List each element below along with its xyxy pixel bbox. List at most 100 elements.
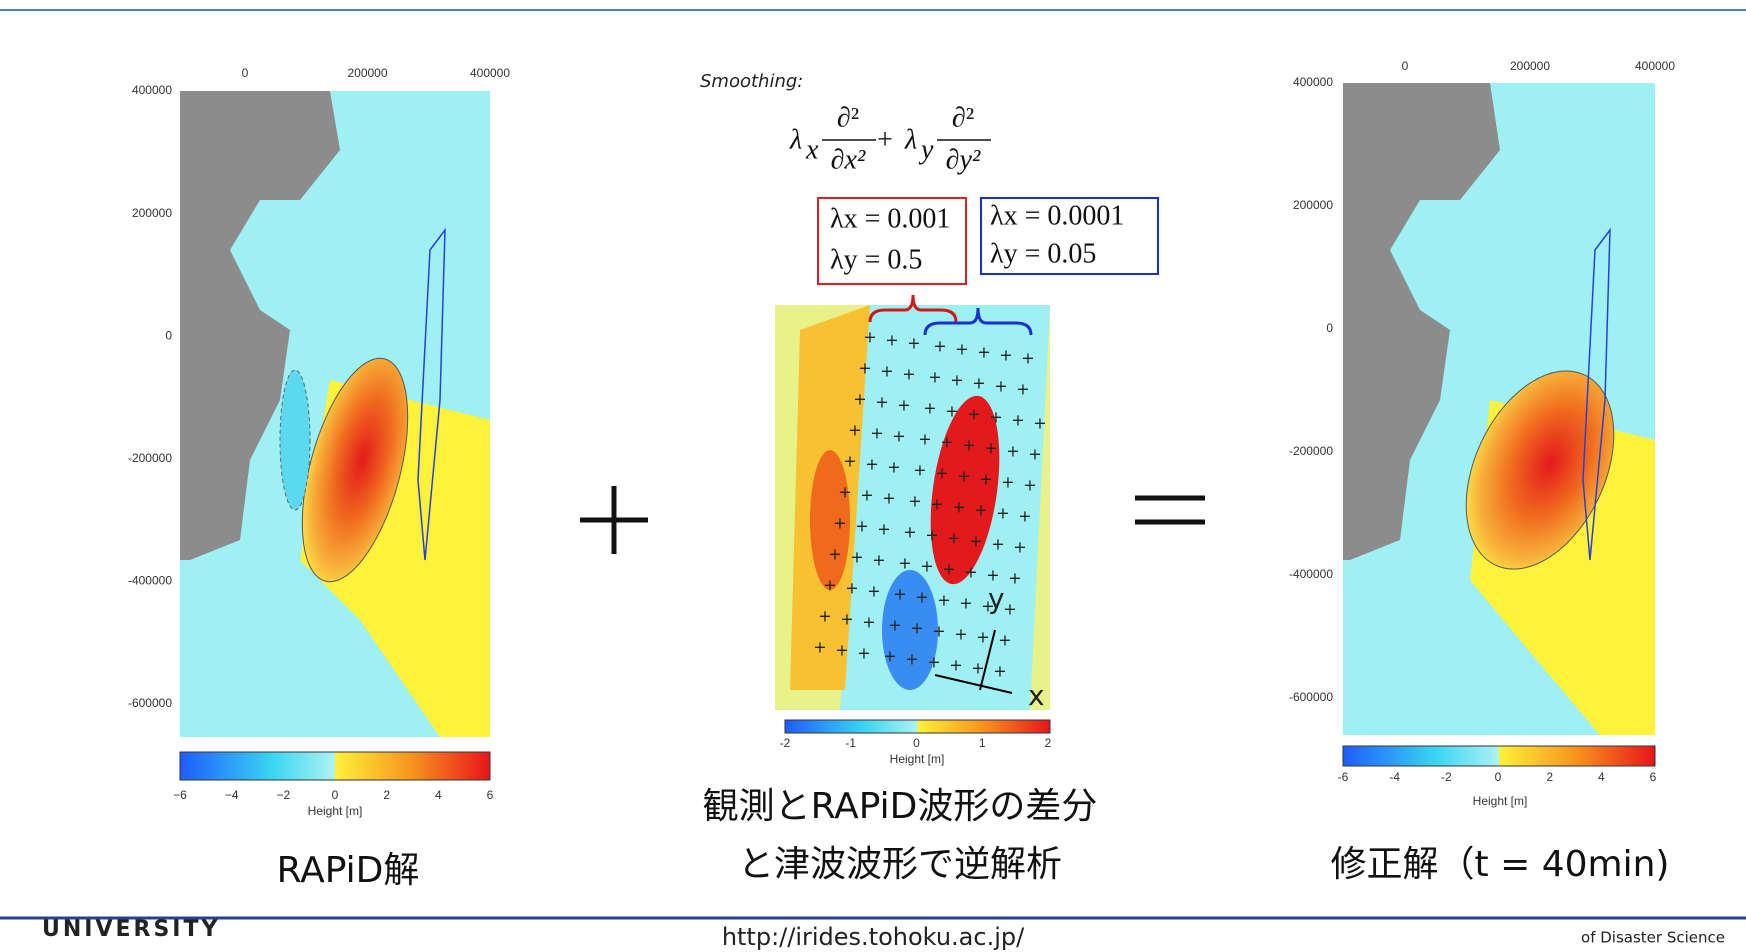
colorbar-label: Height [m] xyxy=(890,752,945,766)
footer-left: UNIVERSITY xyxy=(42,917,220,942)
cross: + xyxy=(994,377,1007,396)
cross: + xyxy=(971,659,984,678)
cross: + xyxy=(862,613,875,632)
cross: + xyxy=(1021,349,1034,368)
num: ∂² xyxy=(837,102,859,133)
cross: + xyxy=(952,498,965,517)
caption: RAPiD解 xyxy=(277,850,420,891)
cross: + xyxy=(964,563,977,582)
cross: + xyxy=(962,436,975,455)
x-ticks: 400000 xyxy=(470,66,510,80)
colorbar-ticks: 0 xyxy=(1495,770,1502,784)
cross: + xyxy=(865,455,878,474)
cross: + xyxy=(855,517,868,536)
cross: + xyxy=(977,343,990,362)
cross: + xyxy=(908,492,921,511)
cross: + xyxy=(870,424,883,443)
cross: + xyxy=(863,328,876,347)
y-ticks: -200000 xyxy=(1289,444,1333,458)
cross: + xyxy=(955,340,968,359)
colorbar-ticks: 6 xyxy=(487,788,494,802)
cross: + xyxy=(888,616,901,635)
cross: + xyxy=(989,408,1002,427)
cross: + xyxy=(957,467,970,486)
cross: + xyxy=(984,439,997,458)
y-ticks: 200000 xyxy=(132,206,172,220)
cross: + xyxy=(897,396,910,415)
colorbar-ticks: 1 xyxy=(979,736,986,750)
cross: + xyxy=(843,452,856,471)
den: ∂x² xyxy=(831,144,866,175)
y-ticks: 0 xyxy=(1326,321,1333,335)
x-ticks: 0 xyxy=(242,66,249,80)
cross: + xyxy=(945,402,958,421)
x-ticks: 200000 xyxy=(347,66,387,80)
cross: + xyxy=(1013,538,1026,557)
cross: + xyxy=(974,501,987,520)
cross: + xyxy=(949,656,962,675)
cross: + xyxy=(1028,445,1041,464)
left-map xyxy=(180,91,490,737)
colorbar-ticks: 0 xyxy=(913,736,920,750)
sub: x xyxy=(805,134,819,165)
cross: + xyxy=(907,334,920,353)
right-map xyxy=(1343,83,1655,735)
cross: + xyxy=(910,619,923,638)
cross: + xyxy=(998,631,1011,650)
cross: + xyxy=(999,346,1012,365)
coef: λ xyxy=(904,124,917,155)
cross: + xyxy=(902,365,915,384)
caption: 修正解（t = 40min) xyxy=(1331,844,1670,885)
colorbar xyxy=(1343,746,1655,766)
cross: + xyxy=(991,535,1004,554)
cross: + xyxy=(858,359,871,378)
y-ticks: -200000 xyxy=(128,451,172,465)
cross: + xyxy=(860,486,873,505)
cross: + xyxy=(928,368,941,387)
y-ticks: -400000 xyxy=(1289,567,1333,581)
cross: + xyxy=(887,458,900,477)
cross: + xyxy=(1011,411,1024,430)
box-line: λx = 0.0001 xyxy=(990,200,1124,231)
cross: + xyxy=(942,560,955,579)
cross: + xyxy=(913,461,926,480)
cross: + xyxy=(838,483,851,502)
cross: + xyxy=(930,495,943,514)
smoothing-label: Smoothing: xyxy=(700,71,803,92)
cross: + xyxy=(867,582,880,601)
cross: + xyxy=(954,625,967,644)
cross: + xyxy=(1006,442,1019,461)
box-line: λy = 0.5 xyxy=(830,244,922,275)
cross: + xyxy=(905,650,918,669)
cross: + xyxy=(1001,473,1014,492)
colorbar-ticks: -6 xyxy=(1338,770,1349,784)
cross: + xyxy=(875,393,888,412)
cross: + xyxy=(967,405,980,424)
cross: + xyxy=(813,638,826,657)
cross: + xyxy=(937,591,950,610)
operator: + xyxy=(877,124,893,155)
den: ∂y² xyxy=(946,144,981,175)
cross: + xyxy=(850,548,863,567)
cross: + xyxy=(918,430,931,449)
colorbar-ticks: 2 xyxy=(1045,736,1052,750)
cross: + xyxy=(857,644,870,663)
cross: + xyxy=(959,594,972,613)
colorbar-ticks: 2 xyxy=(383,788,390,802)
cross: + xyxy=(1023,476,1036,495)
cross: + xyxy=(932,622,945,641)
footer-url: http://irides.tohoku.ac.jp/ xyxy=(722,923,1025,951)
cross: + xyxy=(940,433,953,452)
cross: + xyxy=(915,588,928,607)
colorbar-ticks: -4 xyxy=(1389,770,1400,784)
x-ticks: 400000 xyxy=(1635,59,1675,73)
cross: + xyxy=(845,579,858,598)
cross: + xyxy=(885,331,898,350)
colorbar-ticks: -2 xyxy=(1441,770,1452,784)
box-line: λx = 0.001 xyxy=(830,203,950,234)
colorbar-ticks: 2 xyxy=(1546,770,1553,784)
y-ticks: 200000 xyxy=(1293,198,1333,212)
colorbar-ticks: -2 xyxy=(780,736,791,750)
y-ticks: -400000 xyxy=(128,574,172,588)
cross: + xyxy=(996,504,1009,523)
